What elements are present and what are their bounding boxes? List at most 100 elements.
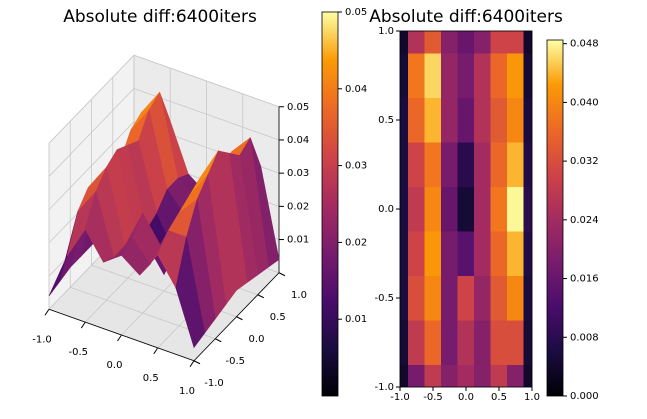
- x-tick-label: -0.5: [423, 392, 443, 403]
- grid-line: [133, 54, 280, 108]
- contour-cell: [457, 186, 475, 232]
- colorbar-tick-label: 0.048: [570, 39, 599, 50]
- contour-cell: [457, 231, 475, 276]
- contour-cell: [507, 97, 524, 143]
- contour-cell: [523, 320, 533, 365]
- contour-cell: [490, 231, 508, 276]
- x-tick: [189, 360, 195, 368]
- contour-cell: [507, 275, 524, 321]
- y-tick: [236, 316, 243, 321]
- contour-cell: [457, 320, 475, 365]
- y-tick: [215, 338, 222, 343]
- chart-title: Absolute diff:6400iters: [63, 7, 257, 27]
- x-tick-label: -0.5: [68, 347, 88, 358]
- axis-line: [193, 272, 280, 362]
- contour-cell: [457, 97, 475, 143]
- contour-cell: [523, 30, 533, 54]
- colorbar-tick-label: 0.04: [345, 84, 367, 95]
- contour-cell: [507, 53, 524, 98]
- colorbar-tick-label: 0.000: [570, 391, 599, 402]
- contour-cell: [457, 364, 475, 388]
- x-tick-label: 1.0: [179, 386, 195, 397]
- contour-cell: [523, 275, 533, 321]
- colorbar: [546, 39, 564, 397]
- surface-patch: [175, 237, 205, 349]
- contour-cell: [424, 30, 442, 54]
- y-tick-label: 1.0: [291, 290, 307, 301]
- contour-cell: [424, 186, 442, 232]
- contour-cell: [507, 364, 524, 388]
- contour-cell: [408, 30, 425, 54]
- x-tick-label: 0.5: [491, 392, 507, 403]
- z-tick-label: 0.02: [287, 201, 309, 212]
- contour-cell: [474, 186, 491, 232]
- contour-cell: [408, 186, 425, 232]
- grid-line: [48, 88, 135, 177]
- axis-line: [48, 308, 195, 362]
- contour-cell: [523, 364, 533, 388]
- y-tick-label: 0.5: [378, 115, 394, 126]
- y-tick-label: -0.5: [225, 356, 245, 367]
- y-tick-label: 0.5: [270, 312, 286, 323]
- contour-cell: [441, 231, 458, 276]
- contour-cell: [457, 53, 475, 98]
- y-tick-label: -0.5: [374, 293, 394, 304]
- contour-cell: [474, 275, 491, 321]
- contour-cell: [441, 30, 458, 54]
- x-tick: [44, 308, 50, 316]
- contour-cell: [523, 231, 533, 276]
- contour-cell: [457, 275, 475, 321]
- contour-cell: [490, 53, 508, 98]
- x-tick-label: -1.0: [32, 334, 52, 345]
- contour-cell: [399, 142, 409, 187]
- contour-cell: [457, 30, 475, 54]
- contour-cell: [490, 97, 508, 143]
- contour-cell: [490, 186, 508, 232]
- z-tick-label: 0.04: [287, 135, 309, 146]
- x-tick: [117, 334, 122, 342]
- contour-cell: [408, 97, 425, 143]
- contour-cell: [424, 53, 442, 98]
- x-tick: [80, 321, 86, 329]
- contour-cell: [424, 320, 442, 365]
- y-tick-label: -1.0: [204, 378, 224, 389]
- contour-cell: [474, 97, 491, 143]
- contour-cell: [507, 320, 524, 365]
- contour-cell: [408, 320, 425, 365]
- contour-cell: [399, 97, 409, 143]
- contour-cell: [399, 320, 409, 365]
- colorbar: [321, 11, 339, 397]
- contour-cell: [408, 275, 425, 321]
- contour-cell: [474, 30, 491, 54]
- z-tick-label: 0.03: [287, 168, 309, 179]
- contour-cell: [507, 186, 524, 232]
- contour-cell: [441, 364, 458, 388]
- contour-cell: [490, 275, 508, 321]
- x-tick-label: 0.0: [458, 392, 474, 403]
- contour-cell: [523, 186, 533, 232]
- contour-cell: [408, 364, 425, 388]
- contour-cell: [523, 53, 533, 98]
- z-tick-label: 0.05: [287, 102, 309, 113]
- contour-cell: [457, 142, 475, 187]
- contour-cell: [441, 142, 458, 187]
- contour-cell: [408, 142, 425, 187]
- y-tick: [278, 272, 286, 277]
- colorbar-tick-label: 0.03: [345, 161, 367, 172]
- y-tick: [193, 360, 201, 365]
- contour-cell: [507, 231, 524, 276]
- contour-cell: [490, 142, 508, 187]
- contour-cell: [490, 30, 508, 54]
- colorbar-tick-label: 0.05: [345, 7, 367, 18]
- x-tick-label: 0.5: [143, 373, 159, 384]
- contour-cell: [474, 364, 491, 388]
- contour-cell: [441, 186, 458, 232]
- x-tick-label: 0.0: [107, 360, 123, 371]
- contour-cell: [399, 186, 409, 232]
- grid-line: [48, 54, 135, 144]
- contour-cell: [490, 364, 508, 388]
- y-tick: [257, 294, 264, 299]
- x-tick-label: -1.0: [390, 392, 410, 403]
- colorbar-tick-label: 0.032: [570, 156, 599, 167]
- contour-cell: [424, 364, 442, 388]
